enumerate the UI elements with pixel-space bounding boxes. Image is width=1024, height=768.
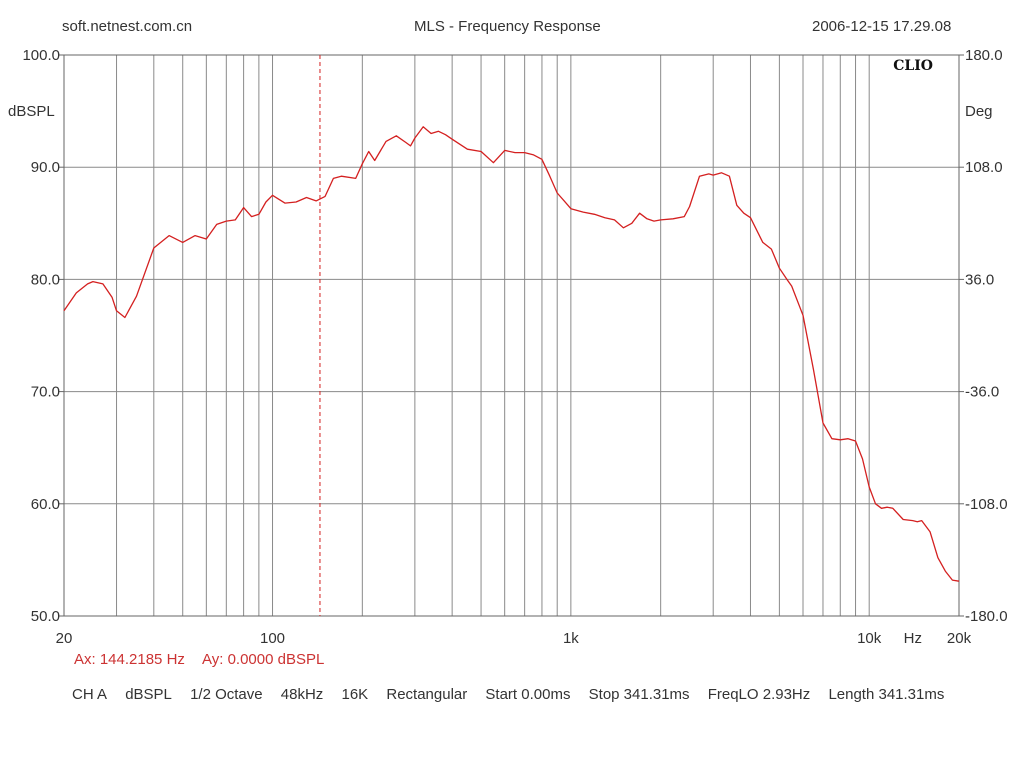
y-axis-label: dBSPL: [8, 103, 55, 120]
length-label: Length 341.31ms: [828, 686, 945, 703]
y2-tick-label: -180.0: [965, 608, 1008, 625]
measurement-settings: CH A dBSPL 1/2 Octave 48kHz 16K Rectangu…: [72, 686, 958, 703]
x-tick-label: 100: [260, 630, 285, 647]
x-tick-label: 20k: [947, 630, 972, 647]
y2-axis-label: Deg: [965, 103, 993, 120]
x-tick-label: 1k: [563, 630, 579, 647]
timestamp-label: 2006-12-15 17.29.08: [812, 18, 952, 35]
cursor-y-readout: Ay: 0.0000 dBSPL: [202, 651, 325, 668]
site-label: soft.netnest.com.cn: [62, 18, 193, 35]
clio-logo: CLIO: [893, 58, 933, 74]
x-axis-unit-label: Hz: [904, 630, 922, 647]
y2-tick-label: 108.0: [965, 159, 1003, 176]
y2-tick-label: -36.0: [965, 384, 999, 401]
y-tick-label: 60.0: [31, 496, 60, 513]
smoothing-label: 1/2 Octave: [190, 686, 263, 703]
start-label: Start 0.00ms: [485, 686, 571, 703]
rate-label: 48kHz: [280, 686, 324, 703]
cursor-x-readout: Ax: 144.2185 Hz: [74, 651, 185, 668]
unit-label: dBSPL: [125, 686, 172, 703]
window-label: Rectangular: [386, 686, 468, 703]
freqlo-label: FreqLO 2.93Hz: [707, 686, 811, 703]
y-tick-label: 70.0: [31, 384, 60, 401]
y2-tick-label: 180.0: [965, 47, 1003, 64]
y2-tick-label: -108.0: [965, 496, 1008, 513]
y-tick-label: 50.0: [31, 608, 60, 625]
y-tick-label: 80.0: [31, 271, 60, 288]
chart-title: MLS - Frequency Response: [414, 18, 601, 35]
frequency-response-curve: [63, 126, 960, 582]
size-label: 16K: [341, 686, 369, 703]
y-tick-label: 100.0: [22, 47, 60, 64]
x-tick-label: 20: [56, 630, 73, 647]
x-tick-label: 10k: [857, 630, 882, 647]
stop-label: Stop 341.31ms: [588, 686, 690, 703]
y-tick-label: 90.0: [31, 159, 60, 176]
channel-label: CH A: [72, 686, 108, 703]
y2-tick-label: 36.0: [965, 271, 994, 288]
plot-frame: [63, 54, 960, 617]
